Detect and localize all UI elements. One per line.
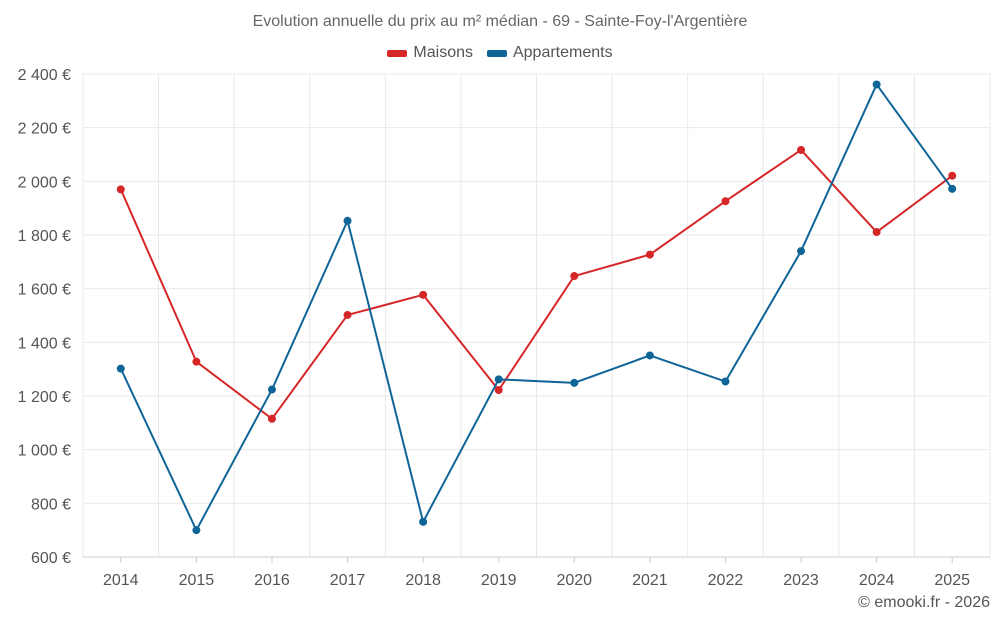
data-point-appartements-2015: [192, 526, 201, 535]
x-tick-label: 2017: [330, 572, 366, 589]
x-tick-label: 2015: [179, 572, 215, 589]
data-point-maisons-2023: [797, 145, 806, 154]
y-tick-label: 800 €: [31, 496, 71, 513]
x-tick-label: 2019: [481, 572, 517, 589]
data-point-maisons-2024: [872, 228, 881, 237]
axes: [83, 556, 990, 563]
data-point-maisons-2021: [645, 250, 654, 259]
data-point-maisons-2020: [570, 272, 579, 281]
data-point-appartements-2025: [948, 184, 957, 193]
data-point-appartements-2024: [872, 80, 881, 89]
data-point-maisons-2022: [721, 197, 730, 206]
y-axis-tick-labels: 600 € 800 € 1 000 € 1 200 € 1 400 € 1 600 € 1 …: [18, 67, 71, 567]
x-tick-label: 2024: [859, 572, 895, 589]
x-tick-label: 2023: [783, 572, 819, 589]
data-point-appartements-2021: [645, 351, 654, 360]
x-axis-tick-labels: 2014 2015 2016 2017 2018 2019 2020 2021 2022 2023…: [103, 572, 970, 589]
y-tick-label: 1 800 €: [18, 228, 71, 245]
y-tick-label: 2 200 €: [18, 121, 71, 138]
y-tick-label: 600 €: [31, 550, 71, 567]
data-point-maisons-2025: [948, 171, 957, 180]
data-point-maisons-2018: [419, 290, 428, 299]
x-tick-label: 2020: [556, 572, 592, 589]
data-point-appartements-2022: [721, 377, 730, 386]
legend: Maisons Appartements: [0, 44, 1000, 62]
y-tick-label: 2 000 €: [18, 174, 71, 191]
y-tick-label: 2 400 €: [18, 67, 71, 84]
data-point-appartements-2020: [570, 378, 579, 387]
data-point-appartements-2014: [116, 364, 125, 373]
y-tick-label: 1 000 €: [18, 443, 71, 460]
data-point-maisons-2017: [343, 310, 352, 319]
data-point-maisons-2015: [192, 357, 201, 366]
grid-lines: [82, 73, 991, 558]
x-tick-label: 2016: [254, 572, 290, 589]
x-tick-label: 2021: [632, 572, 668, 589]
y-tick-label: 1 600 €: [18, 282, 71, 299]
legend-label-maisons: Maisons: [413, 44, 473, 61]
data-point-appartements-2016: [267, 385, 276, 394]
legend-swatch-maisons: [387, 49, 408, 57]
data-point-maisons-2019: [494, 386, 503, 395]
series-line-appartements: [119, 83, 954, 532]
legend-item-maisons[interactable]: Maisons: [387, 44, 473, 62]
data-point-maisons-2014: [116, 185, 125, 194]
x-tick-label: 2025: [934, 572, 970, 589]
y-tick-label: 1 200 €: [18, 389, 71, 406]
data-point-appartements-2023: [797, 247, 806, 256]
chart-title: Evolution annuelle du prix au m² médian …: [252, 13, 748, 30]
data-point-appartements-2017: [343, 216, 352, 225]
credit-text: © emooki.fr - 2026: [858, 594, 990, 611]
data-point-maisons-2016: [267, 414, 276, 423]
y-tick-label: 1 400 €: [18, 335, 71, 352]
x-tick-label: 2018: [405, 572, 441, 589]
series-group: [116, 80, 957, 535]
legend-swatch-appartements: [486, 49, 507, 57]
data-point-appartements-2019: [494, 375, 503, 384]
legend-label-appartements: Appartements: [512, 44, 613, 61]
legend-item-appartements[interactable]: Appartements: [486, 44, 613, 62]
x-tick-label: 2014: [103, 572, 139, 589]
series-line-maisons: [119, 148, 953, 420]
data-point-appartements-2018: [419, 517, 428, 526]
x-tick-label: 2022: [708, 572, 744, 589]
